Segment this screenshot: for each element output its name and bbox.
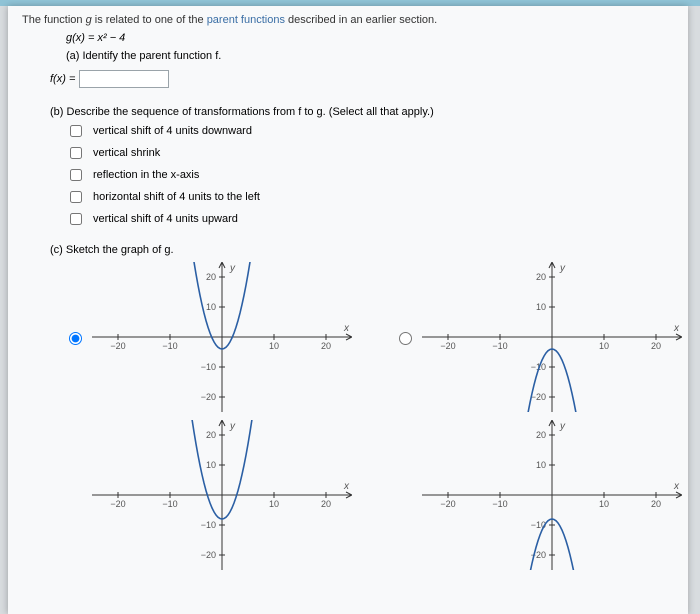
- graph-radio-tl[interactable]: [69, 332, 82, 345]
- svg-text:−10: −10: [162, 341, 177, 351]
- part-b-label: (b) Describe the sequence of transformat…: [50, 106, 674, 118]
- svg-text:x: x: [343, 323, 350, 334]
- svg-text:10: 10: [536, 460, 546, 470]
- svg-text:10: 10: [536, 302, 546, 312]
- svg-text:y: y: [559, 421, 566, 432]
- checkbox-opt-4[interactable]: [70, 213, 82, 225]
- svg-text:20: 20: [536, 430, 546, 440]
- checkbox-opt-3[interactable]: [70, 191, 82, 203]
- svg-text:10: 10: [269, 499, 279, 509]
- svg-text:x: x: [343, 481, 350, 492]
- svg-text:−20: −20: [110, 341, 125, 351]
- svg-text:10: 10: [206, 302, 216, 312]
- checkbox-label: horizontal shift of 4 units to the left: [93, 191, 260, 203]
- svg-text:20: 20: [206, 272, 216, 282]
- svg-text:−10: −10: [201, 362, 216, 372]
- svg-text:−10: −10: [492, 499, 507, 509]
- function-g: g(x) = x² − 4: [66, 32, 674, 44]
- graph-radio-tr[interactable]: [399, 332, 412, 345]
- svg-text:20: 20: [206, 430, 216, 440]
- svg-text:−20: −20: [110, 499, 125, 509]
- svg-text:10: 10: [206, 460, 216, 470]
- svg-text:−20: −20: [531, 392, 546, 402]
- svg-text:−20: −20: [440, 341, 455, 351]
- svg-text:−10: −10: [531, 520, 546, 530]
- checkbox-label: vertical shift of 4 units upward: [93, 213, 238, 225]
- svg-text:y: y: [229, 263, 236, 274]
- part-a-label: (a) Identify the parent function f.: [66, 50, 674, 62]
- svg-text:x: x: [673, 481, 680, 492]
- svg-text:20: 20: [536, 272, 546, 282]
- graph-bl: −20 −20 −10 −10 10 10 20 20 y x: [92, 420, 352, 570]
- graph-br: −20−20−10−1010102020yx: [422, 420, 682, 570]
- question-stem: The function g is related to one of the …: [22, 14, 674, 26]
- checkbox-opt-1[interactable]: [70, 147, 82, 159]
- checkbox-opt-2[interactable]: [70, 169, 82, 181]
- graph-tl: −20 −20 −10 −10 10 10 20 20 y x: [92, 262, 352, 412]
- svg-text:−20: −20: [440, 499, 455, 509]
- fx-answer-input[interactable]: [79, 70, 169, 88]
- parent-functions-link[interactable]: parent functions: [207, 14, 285, 26]
- svg-text:y: y: [559, 263, 566, 274]
- part-c-label: (c) Sketch the graph of g.: [50, 244, 674, 256]
- svg-text:20: 20: [651, 499, 661, 509]
- svg-text:20: 20: [321, 499, 331, 509]
- graph-tr: −20−20−10−1010102020yx: [422, 262, 682, 412]
- checkbox-opt-0[interactable]: [70, 125, 82, 137]
- checkbox-label: vertical shift of 4 units downward: [93, 125, 252, 137]
- svg-text:−10: −10: [201, 520, 216, 530]
- svg-text:10: 10: [599, 499, 609, 509]
- checkbox-label: vertical shrink: [93, 147, 160, 159]
- svg-text:−20: −20: [201, 550, 216, 560]
- svg-text:−10: −10: [162, 499, 177, 509]
- svg-text:y: y: [229, 421, 236, 432]
- fx-label: f(x) =: [50, 73, 75, 85]
- checkbox-label: reflection in the x-axis: [93, 169, 199, 181]
- svg-text:20: 20: [651, 341, 661, 351]
- svg-text:−10: −10: [492, 341, 507, 351]
- svg-text:10: 10: [269, 341, 279, 351]
- svg-text:x: x: [673, 323, 680, 334]
- svg-text:20: 20: [321, 341, 331, 351]
- svg-text:−20: −20: [201, 392, 216, 402]
- svg-text:10: 10: [599, 341, 609, 351]
